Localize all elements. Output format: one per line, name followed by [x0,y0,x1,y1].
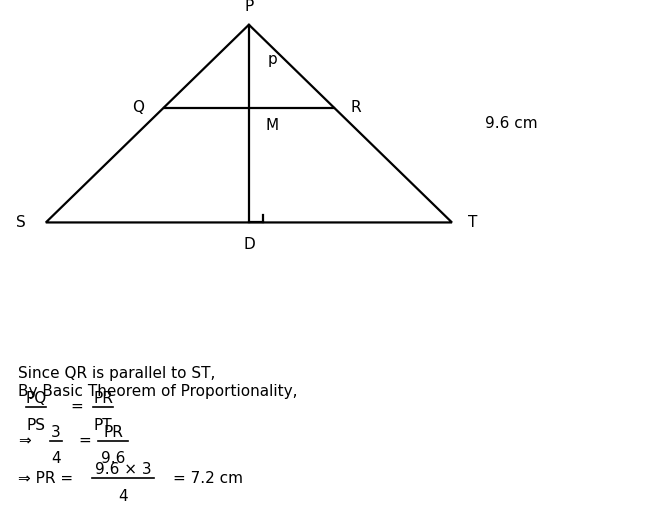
Text: ⇒: ⇒ [18,433,31,448]
Text: By Basic Theorem of Proportionality,: By Basic Theorem of Proportionality, [18,384,297,399]
Text: R: R [350,100,361,115]
Text: PT: PT [94,418,112,433]
Text: 9.6 cm: 9.6 cm [485,116,537,131]
Text: =: = [70,399,83,414]
Text: M: M [265,119,278,133]
Text: = 7.2 cm: = 7.2 cm [173,471,243,486]
Text: 4: 4 [118,489,128,504]
Text: T: T [468,215,477,230]
Text: ⇒ PR =: ⇒ PR = [18,471,78,486]
Text: 3: 3 [51,425,61,440]
Text: Q: Q [132,100,144,115]
Text: 9.6 × 3: 9.6 × 3 [95,462,151,477]
Text: PR: PR [93,391,113,406]
Text: p: p [267,52,277,67]
Text: PQ: PQ [26,391,47,406]
Text: PS: PS [26,418,45,433]
Text: D: D [243,237,255,251]
Text: =: = [78,433,91,448]
Text: 4: 4 [51,452,61,466]
Text: S: S [16,215,26,230]
Text: P: P [244,0,253,14]
Text: Since QR is parallel to ST,: Since QR is parallel to ST, [18,366,215,381]
Text: 9.6: 9.6 [101,452,125,466]
Text: PR: PR [103,425,123,440]
